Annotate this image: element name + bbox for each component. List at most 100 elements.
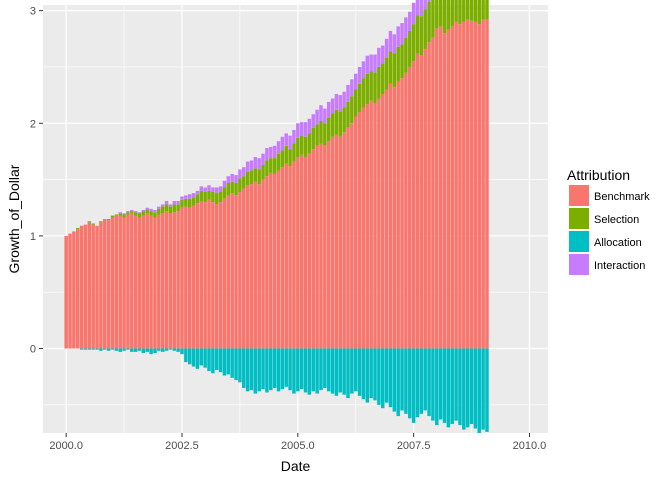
bar-selection xyxy=(122,214,126,218)
bar-benchmark xyxy=(114,215,119,349)
bar-selection xyxy=(392,53,397,88)
bar-selection xyxy=(415,15,420,54)
bar-interaction xyxy=(381,45,385,64)
bar-selection xyxy=(76,228,80,230)
bar-allocation xyxy=(338,348,343,393)
bar-allocation xyxy=(415,348,420,418)
x-tick-label: 2005.0 xyxy=(281,440,315,452)
bar-interaction xyxy=(222,180,227,188)
bar-allocation xyxy=(269,348,273,391)
y-tick-label: 3 xyxy=(30,6,36,18)
bar-benchmark xyxy=(91,224,95,349)
bar-selection xyxy=(388,51,393,84)
bar-benchmark xyxy=(215,204,219,349)
legend: Attribution Benchmark Selection Allocation… xyxy=(567,167,650,275)
bar-benchmark xyxy=(149,215,153,349)
bar-interaction xyxy=(353,73,358,90)
bar-benchmark xyxy=(133,215,138,349)
bar-selection xyxy=(465,0,470,20)
bar-benchmark xyxy=(180,207,184,349)
bar-selection xyxy=(357,83,362,112)
bar-benchmark xyxy=(431,37,435,349)
bar-selection xyxy=(199,190,204,201)
bar-selection xyxy=(334,109,339,135)
bar-allocation xyxy=(95,348,99,350)
bar-selection xyxy=(381,63,385,94)
bar-selection xyxy=(168,206,173,214)
bar-benchmark xyxy=(99,222,103,349)
bar-interaction xyxy=(211,187,215,192)
bar-allocation xyxy=(438,348,443,420)
bar-interaction xyxy=(218,186,223,192)
bar-selection xyxy=(110,215,115,218)
bar-interaction xyxy=(122,213,126,215)
bar-allocation xyxy=(369,348,373,399)
bar-interaction xyxy=(141,209,146,212)
bar-benchmark xyxy=(365,104,370,349)
bar-selection xyxy=(211,191,215,203)
bar-allocation xyxy=(326,348,331,392)
legend-title: Attribution xyxy=(567,167,630,183)
bar-benchmark xyxy=(396,81,400,349)
bar-allocation xyxy=(168,348,173,350)
bar-allocation xyxy=(465,348,470,428)
bar-benchmark xyxy=(392,87,397,349)
axes: 2000.0 2002.5 2005.0 2007.5 2010.0 0 1 2 3 xyxy=(30,6,546,452)
bar-benchmark xyxy=(361,107,366,349)
bar-interaction xyxy=(176,200,180,205)
bar-selection xyxy=(153,212,157,218)
bar-interaction xyxy=(253,157,258,169)
bar-allocation xyxy=(141,348,146,354)
bar-benchmark xyxy=(465,19,470,349)
bar-selection xyxy=(319,121,323,144)
bar-selection xyxy=(427,1,431,43)
bar-allocation xyxy=(485,348,489,432)
bar-benchmark xyxy=(122,217,126,349)
bar-allocation xyxy=(404,348,408,414)
bar-allocation xyxy=(191,348,196,367)
x-tick-label: 2002.5 xyxy=(165,440,199,452)
bar-allocation xyxy=(226,348,231,375)
bar-allocation xyxy=(261,348,265,390)
bar-selection xyxy=(172,204,176,213)
bar-allocation xyxy=(103,348,107,350)
bar-interaction xyxy=(299,122,304,136)
bar-selection xyxy=(330,113,335,137)
bar-benchmark xyxy=(319,143,323,349)
bar-allocation xyxy=(373,348,377,401)
bar-benchmark xyxy=(419,55,424,349)
bar-allocation xyxy=(160,348,165,352)
bar-interaction xyxy=(319,105,323,122)
bar-benchmark xyxy=(68,233,72,349)
bar-selection xyxy=(249,170,254,185)
bar-benchmark xyxy=(245,185,250,349)
bar-allocation xyxy=(149,348,153,355)
x-tick-label: 2007.5 xyxy=(397,440,431,452)
bar-selection xyxy=(164,204,169,212)
bar-allocation xyxy=(361,348,366,400)
bar-selection xyxy=(130,211,134,214)
bar-selection xyxy=(118,213,122,216)
bar-interaction xyxy=(245,161,250,172)
bar-allocation xyxy=(242,348,246,388)
bar-interaction xyxy=(126,211,130,213)
bar-benchmark xyxy=(195,203,200,349)
bar-selection xyxy=(242,176,246,189)
legend-label-allocation: Allocation xyxy=(594,237,642,249)
bar-allocation xyxy=(288,348,292,391)
bar-selection xyxy=(419,16,424,56)
bar-benchmark xyxy=(485,19,489,349)
bar-benchmark xyxy=(95,225,99,349)
bar-interaction xyxy=(400,23,404,45)
bar-benchmark xyxy=(265,176,269,349)
legend-swatch-interaction xyxy=(569,254,589,275)
legend-label-selection: Selection xyxy=(594,214,639,226)
bar-allocation xyxy=(334,348,339,396)
bar-selection xyxy=(411,24,416,62)
bar-interaction xyxy=(384,38,389,58)
bar-interaction xyxy=(257,158,261,170)
bar-allocation xyxy=(195,348,200,369)
bar-benchmark xyxy=(203,202,207,349)
bar-allocation xyxy=(353,348,358,392)
